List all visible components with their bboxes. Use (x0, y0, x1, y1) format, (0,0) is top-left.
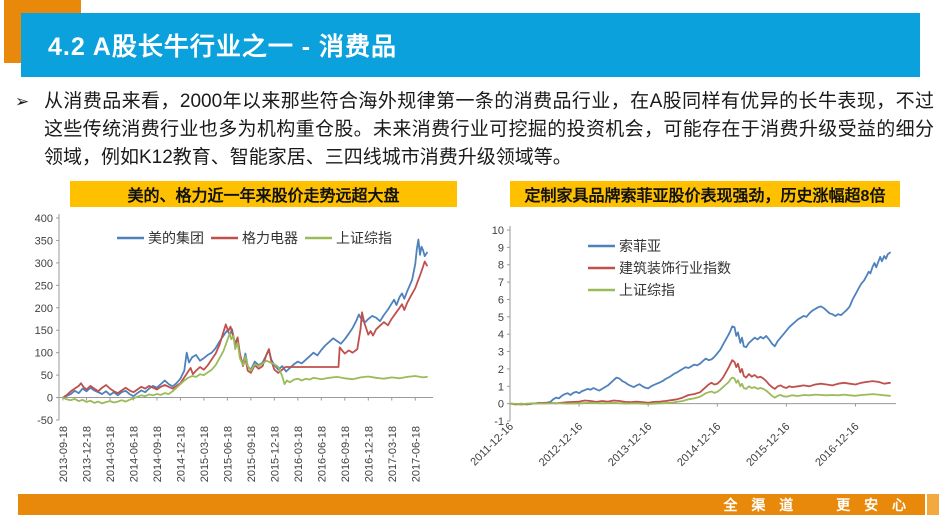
legend-label-0: 索菲亚 (619, 238, 661, 254)
x-tick-label: 2011-12-16 (470, 421, 516, 469)
y-tick-label: 150 (35, 325, 53, 337)
y-tick-label: 5 (498, 312, 504, 324)
series-line-0 (509, 251, 891, 406)
x-tick-label: 2014-06-18 (128, 426, 140, 482)
y-tick-label: 8 (498, 260, 504, 272)
x-tick-label: 2015-12-16 (744, 421, 792, 469)
y-tick-label: 50 (41, 370, 53, 382)
x-tick-label: 2014-12-18 (175, 426, 187, 482)
y-tick-label: 7 (498, 277, 504, 289)
body-paragraph: 从消费品来看，2000年以来那些符合海外规律第一条的消费品行业，在A股同样有优异… (44, 91, 934, 168)
y-tick-label: 200 (35, 303, 53, 315)
y-tick-label: 100 (35, 348, 53, 360)
x-tick-label: 2016-09-18 (340, 426, 352, 482)
left-chart-title-text: 美的、格力近一年来股价走势远超大盘 (127, 188, 400, 205)
y-tick-label: -1 (494, 416, 504, 428)
y-tick-label: -50 (37, 415, 53, 427)
x-tick-label: 2014-03-18 (105, 426, 117, 482)
y-tick-label: 4 (498, 329, 504, 341)
left-chart: 400 350 300 250 200 150 100 50 0 -50 2013-09-18 201… (35, 213, 433, 482)
y-tick-label: 2 (498, 364, 504, 376)
x-tick-label: 2014-12-16 (675, 421, 723, 469)
footer-slogan: 全 渠 道 更 安 心 (723, 496, 911, 513)
x-tick-label: 2012-12-16 (537, 421, 585, 469)
legend-label-2: 上证综指 (619, 282, 675, 298)
bullet-arrow-icon: ➢ (15, 92, 30, 111)
y-tick-label: 6 (498, 294, 504, 306)
legend-label-1: 建筑装饰行业指数 (619, 260, 731, 276)
x-tick-label: 2015-06-18 (222, 426, 234, 482)
x-tick-label: 2013-12-16 (606, 421, 654, 469)
x-tick-label: 2016-12-16 (813, 421, 861, 469)
x-tick-label: 2015-03-18 (199, 426, 211, 482)
series-line-0 (62, 238, 428, 399)
x-tick-label: 2016-12-18 (363, 426, 375, 482)
y-tick-label: 3 (498, 347, 504, 359)
series-line-2 (509, 376, 891, 405)
series-line-2 (62, 332, 428, 405)
x-tick-label: 2017-06-18 (410, 426, 422, 482)
x-tick-label: 2016-03-18 (293, 426, 305, 482)
x-tick-label: 2017-03-18 (387, 426, 399, 482)
legend-label-1: 格力电器 (242, 230, 298, 246)
footer-bar: 全 渠 道 更 安 心 (18, 494, 925, 515)
y-tick-label: 1 (498, 381, 504, 393)
legend-label-0: 美的集团 (148, 230, 204, 246)
y-tick-label: 400 (35, 213, 53, 225)
y-tick-label: 10 (492, 225, 504, 237)
x-tick-label: 2015-12-18 (269, 426, 281, 482)
x-tick-label: 2014-09-18 (152, 426, 164, 482)
x-tick-label: 2016-06-18 (316, 426, 328, 482)
y-tick-label: 0 (498, 399, 504, 411)
header-bar: 4.2 A股长牛行业之一 - 消费品 (21, 13, 920, 77)
y-tick-label: 350 (35, 235, 53, 247)
legend-label-2: 上证综指 (336, 230, 392, 246)
y-tick-label: 250 (35, 280, 53, 292)
page-title: 4.2 A股长牛行业之一 - 消费品 (48, 33, 398, 61)
y-tick-label: 0 (47, 393, 53, 405)
x-tick-label: 2013-09-18 (58, 426, 70, 482)
x-tick-label: 2015-09-18 (246, 426, 258, 482)
series-line-1 (62, 260, 428, 399)
right-chart-title-text: 定制家具品牌索菲亚股价表现强劲，历史涨幅超8倍 (524, 188, 886, 205)
y-tick-label: 300 (35, 258, 53, 270)
y-tick-label: 9 (498, 242, 504, 254)
x-tick-label: 2013-12-18 (81, 426, 93, 482)
footer-accent-block (927, 494, 939, 515)
right-chart-title: 定制家具品牌索菲亚股价表现强劲，历史涨幅超8倍 (510, 181, 900, 207)
left-chart-title: 美的、格力近一年来股价走势远超大盘 (70, 181, 457, 207)
series-line-1 (509, 359, 891, 406)
